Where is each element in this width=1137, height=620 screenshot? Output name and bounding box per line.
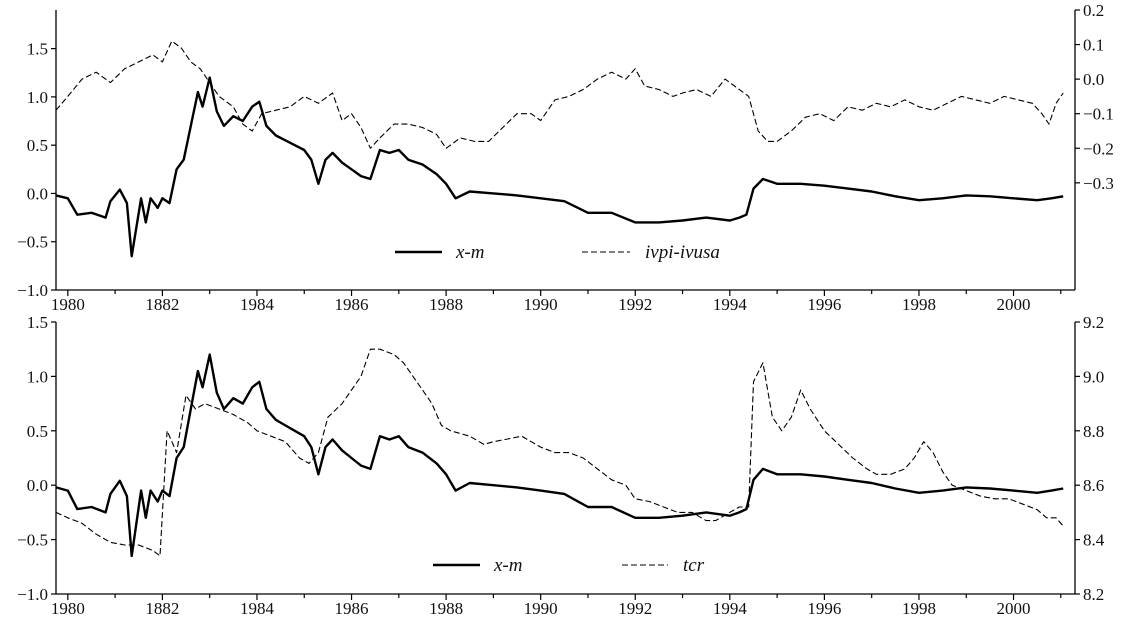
bot-right-tick-label: 8.2 <box>1083 585 1104 604</box>
bottom-legend-label-2: tcr <box>683 555 705 576</box>
top-right-tick-label: 0.1 <box>1083 36 1104 55</box>
bot-left-tick-label: 1.0 <box>27 367 48 386</box>
bot-left-tick-label: 0.5 <box>27 422 48 441</box>
top-x-tick-label: 1992 <box>618 295 652 314</box>
bot-series-line-1 <box>55 353 1064 558</box>
top-legend-label-1: x-m <box>455 242 484 263</box>
top-x-tick-label: 1984 <box>240 295 275 314</box>
top-right-tick-label: −0.2 <box>1083 139 1114 158</box>
top-series <box>55 40 1064 258</box>
bot-left-tick-label: −1.0 <box>17 585 48 604</box>
bottom-series <box>55 348 1064 558</box>
bot-x-tick-label: 1998 <box>902 599 936 618</box>
top-left-tick-label: −1.0 <box>17 281 48 300</box>
top-y-ticks: −1.0 −0.5 0.0 0.5 1.0 1.5 0.2 0.1 0.0 −0.1 −0.2 −0.… <box>17 1 1114 300</box>
bottom-y-ticks: −1.0 −0.5 0.0 0.5 1.0 1.5 8.2 8.4 8.6 8.8 9.0 9.2 <box>17 313 1105 604</box>
bot-x-tick-label: 1994 <box>713 599 748 618</box>
top-x-tick-label: 1998 <box>902 295 936 314</box>
bot-x-tick-label: 1996 <box>807 599 841 618</box>
bot-x-tick-label: 1882 <box>145 599 179 618</box>
bottom-x-ticks: 1980 1882 1984 1986 1988 1990 1992 1994 1996 1998… <box>51 594 1062 618</box>
bot-right-tick-label: 8.8 <box>1083 422 1104 441</box>
top-x-ticks: 1980 1882 1984 1986 1988 1990 1992 1994 1996 1998… <box>51 290 1062 314</box>
top-x-tick-label: 1882 <box>145 295 179 314</box>
bot-left-tick-label: 0.0 <box>27 476 48 495</box>
bot-x-tick-label: 2000 <box>997 599 1031 618</box>
top-left-tick-label: −0.5 <box>17 233 48 252</box>
top-right-tick-label: 0.2 <box>1083 1 1104 20</box>
bot-right-tick-label: 9.0 <box>1083 367 1104 386</box>
top-x-tick-label: 1990 <box>524 295 558 314</box>
top-series-line-1 <box>55 76 1064 258</box>
top-x-tick-label: 1980 <box>51 295 85 314</box>
top-right-tick-label: −0.3 <box>1083 174 1114 193</box>
top-x-tick-label: 1996 <box>807 295 841 314</box>
bot-right-tick-label: 8.4 <box>1083 531 1105 550</box>
top-left-tick-label: 0.5 <box>27 136 48 155</box>
bot-x-tick-label: 1984 <box>240 599 275 618</box>
bot-series-line-2 <box>55 348 1064 557</box>
bottom-legend-label-1: x-m <box>493 555 522 576</box>
bot-x-tick-label: 1980 <box>51 599 85 618</box>
top-left-tick-label: 0.0 <box>27 184 48 203</box>
bot-x-tick-label: 1986 <box>335 599 369 618</box>
bot-x-tick-label: 1992 <box>618 599 652 618</box>
top-x-tick-label: 1994 <box>713 295 748 314</box>
bot-x-tick-label: 1988 <box>429 599 463 618</box>
bot-left-tick-label: 1.5 <box>27 313 48 332</box>
top-x-tick-label: 1986 <box>335 295 369 314</box>
top-legend: x-m ivpi-ivusa <box>395 242 720 263</box>
bot-right-tick-label: 9.2 <box>1083 313 1104 332</box>
top-right-tick-label: 0.0 <box>1083 70 1104 89</box>
top-left-tick-label: 1.5 <box>27 40 48 59</box>
bot-left-tick-label: −0.5 <box>17 531 48 550</box>
top-panel: −1.0 −0.5 0.0 0.5 1.0 1.5 0.2 0.1 0.0 −0.1 −0.2 −0.… <box>17 1 1114 314</box>
top-x-tick-label: 1988 <box>429 295 463 314</box>
bot-right-tick-label: 8.6 <box>1083 476 1104 495</box>
top-x-tick-label: 2000 <box>997 295 1031 314</box>
top-left-tick-label: 1.0 <box>27 88 48 107</box>
bot-x-tick-label: 1990 <box>524 599 558 618</box>
top-series-line-2 <box>55 40 1064 149</box>
bottom-panel: −1.0 −0.5 0.0 0.5 1.0 1.5 8.2 8.4 8.6 8.8 9.0 9.2 1… <box>17 313 1105 618</box>
top-right-tick-label: −0.1 <box>1083 105 1114 124</box>
top-legend-label-2: ivpi-ivusa <box>645 242 720 263</box>
bottom-legend: x-m tcr <box>433 555 705 576</box>
